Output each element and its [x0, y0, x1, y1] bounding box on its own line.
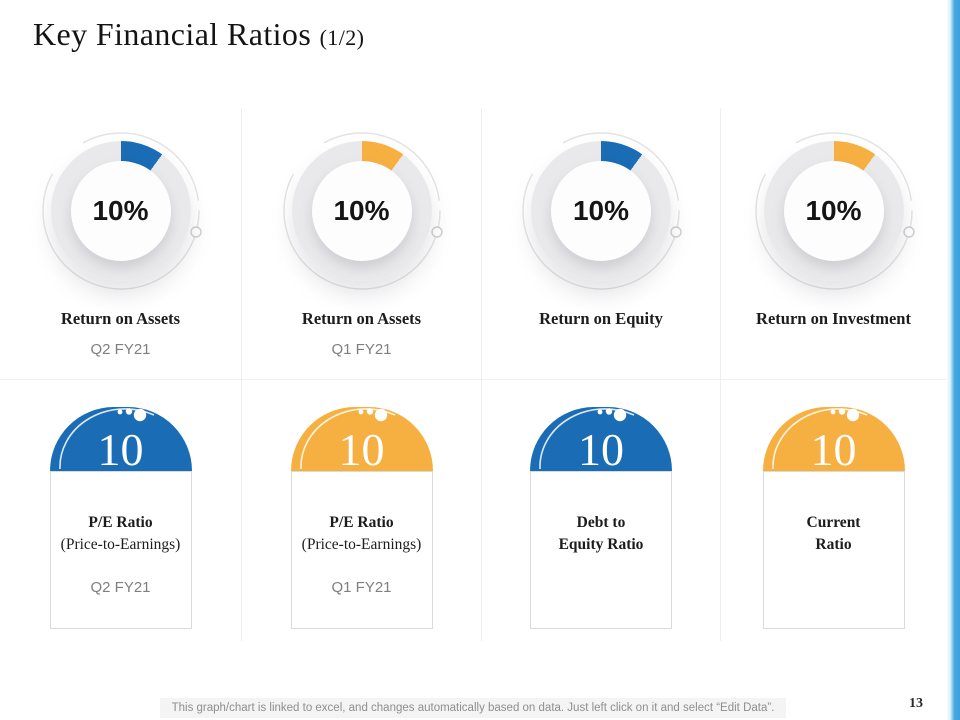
dome-decoration	[771, 408, 867, 470]
donut-chart[interactable]: 10%	[749, 126, 919, 296]
donut-value: 10%	[572, 195, 630, 226]
kpi-card[interactable]: 10 P/E Ratio (Price-to-Earnings) Q2 FY21	[49, 407, 192, 629]
footer-note: This graph/chart is linked to excel, and…	[159, 698, 787, 718]
kpi-card[interactable]: 10 Current Ratio	[762, 407, 905, 629]
donut-cell-roa-q2: 10% Return on Assets Q2 FY21	[0, 108, 241, 379]
page-title-suffix: (1/2)	[319, 25, 365, 50]
donut-ring: 10%	[291, 141, 432, 281]
donut-ring: 10%	[50, 141, 191, 281]
donut-hole: 10%	[311, 161, 412, 261]
donut-cell-roe: 10% Return on Equity	[481, 108, 720, 379]
card-title-line1: P/E Ratio	[88, 514, 153, 531]
footer: This graph/chart is linked to excel, and…	[0, 698, 946, 718]
card-body: P/E Ratio (Price-to-Earnings) Q1 FY21	[290, 471, 433, 629]
page-title: Key Financial Ratios (1/2)	[33, 16, 364, 53]
donut-chart[interactable]: 10%	[277, 126, 447, 296]
card-value: 10	[810, 424, 857, 476]
card-title-line2: (Price-to-Earnings)	[60, 536, 181, 554]
card-cell-pe-q2: 10 P/E Ratio (Price-to-Earnings) Q2 FY21	[0, 379, 241, 641]
card-body: P/E Ratio (Price-to-Earnings) Q2 FY21	[49, 471, 192, 629]
page-title-text: Key Financial Ratios	[33, 16, 312, 52]
card-title: P/E Ratio (Price-to-Earnings)	[292, 512, 432, 557]
card-cell-debt-equity: 10 Debt to Equity Ratio	[481, 379, 720, 641]
card-cell-pe-q1: 10 P/E Ratio (Price-to-Earnings) Q1 FY21	[241, 379, 481, 641]
card-title-line2: Ratio	[815, 536, 852, 554]
donut-chart[interactable]: 10%	[516, 126, 686, 296]
decorative-arc	[522, 132, 682, 290]
kpi-card[interactable]: 10 P/E Ratio (Price-to-Earnings) Q1 FY21	[290, 407, 433, 629]
donut-ring: 10%	[531, 141, 671, 281]
donut-title: Return on Assets	[301, 309, 422, 328]
donut-hole: 10%	[551, 161, 651, 261]
donut-period: Q1 FY21	[331, 341, 392, 358]
card-period: Q2 FY21	[90, 578, 151, 596]
kpi-card[interactable]: 10 Debt to Equity Ratio	[530, 407, 672, 629]
card-value: 10	[338, 424, 385, 476]
card-title-line1: Current	[806, 514, 861, 531]
decorative-arc	[754, 132, 915, 290]
donut-hole: 10%	[783, 161, 884, 261]
card-cell-current-ratio: 10 Current Ratio	[720, 379, 946, 641]
card-dome: 10	[530, 407, 672, 476]
card-title-line1: P/E Ratio	[329, 514, 394, 531]
card-period: Q1 FY21	[331, 578, 392, 596]
card-title: Current Ratio	[764, 512, 904, 557]
donut-value: 10%	[805, 195, 862, 226]
card-body: Debt to Equity Ratio	[530, 471, 672, 629]
card-dome: 10	[762, 407, 905, 476]
donut-title: Return on Investment	[756, 309, 911, 328]
donut-ring: 10%	[763, 141, 904, 281]
donut-cell-roi: 10% Return on Investment	[720, 108, 946, 379]
page-number: 13	[909, 696, 923, 711]
donut-value: 10%	[92, 195, 149, 226]
card-value: 10	[578, 424, 624, 476]
donut-cell-roa-q1: 10% Return on Assets Q1 FY21	[241, 108, 481, 379]
dome-decoration	[539, 408, 635, 470]
content-grid: 10% Return on Assets Q2 FY21 10% Retur	[0, 108, 946, 641]
donut-title: Return on Equity	[539, 309, 663, 328]
donut-period: Q2 FY21	[90, 341, 151, 358]
card-title-line2: (Price-to-Earnings)	[301, 536, 422, 554]
card-body: Current Ratio	[762, 471, 905, 629]
donut-chart[interactable]: 10%	[36, 126, 206, 296]
decorative-arc	[282, 132, 443, 290]
decorative-arc	[41, 132, 202, 290]
donut-value: 10%	[333, 195, 390, 226]
card-title: P/E Ratio (Price-to-Earnings)	[51, 512, 191, 557]
accent-stripe	[946, 0, 960, 720]
dome-decoration	[299, 408, 395, 470]
dome-decoration	[58, 408, 154, 470]
donut-title: Return on Assets	[60, 309, 181, 328]
card-value: 10	[97, 424, 144, 476]
card-title: Debt to Equity Ratio	[531, 512, 671, 557]
card-dome: 10	[49, 407, 192, 476]
card-title-line1: Debt to	[576, 514, 626, 531]
card-title-line2: Equity Ratio	[558, 536, 644, 554]
card-dome: 10	[290, 407, 433, 476]
donut-hole: 10%	[70, 161, 171, 261]
